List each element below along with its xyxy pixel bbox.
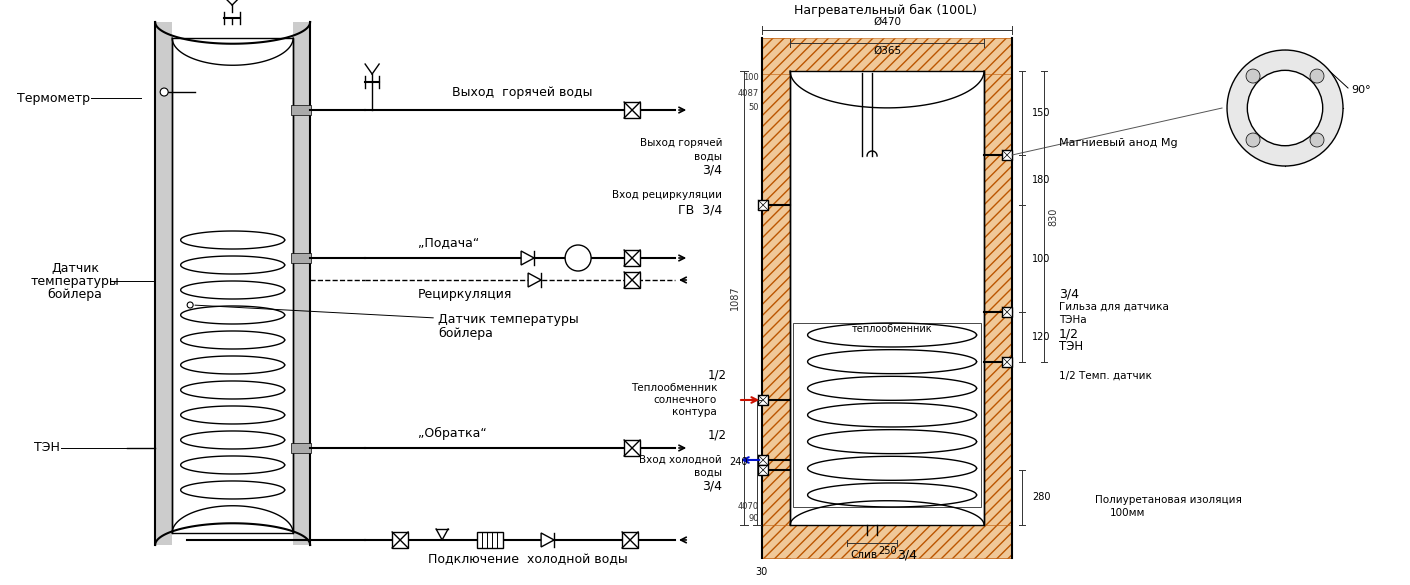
Bar bbox=[290, 253, 312, 263]
Bar bbox=[759, 455, 768, 465]
Bar bbox=[761, 38, 790, 558]
Text: Ø365: Ø365 bbox=[873, 46, 901, 56]
Text: температуры: температуры bbox=[31, 274, 120, 287]
Bar bbox=[1003, 357, 1012, 367]
Text: Выход  горячей воды: Выход горячей воды bbox=[453, 85, 592, 98]
Text: Ø470: Ø470 bbox=[873, 17, 901, 27]
Text: Подключение  холодной воды: Подключение холодной воды bbox=[429, 553, 627, 566]
Text: 1087: 1087 bbox=[730, 285, 740, 310]
Text: Теплообменник: Теплообменник bbox=[630, 383, 718, 393]
Text: 250: 250 bbox=[878, 546, 897, 556]
Text: 240: 240 bbox=[729, 457, 749, 467]
Bar bbox=[625, 102, 640, 118]
Text: ТЭНа: ТЭНа bbox=[1059, 315, 1087, 325]
Bar bbox=[155, 22, 172, 545]
Bar bbox=[761, 525, 1012, 558]
Circle shape bbox=[1246, 69, 1261, 83]
Text: 4070: 4070 bbox=[737, 502, 759, 511]
Text: Полиуретановая изоляция: Полиуретановая изоляция bbox=[1096, 495, 1242, 505]
Bar bbox=[790, 71, 984, 525]
Text: Датчик температуры: Датчик температуры bbox=[439, 314, 580, 326]
Text: 90: 90 bbox=[749, 514, 759, 523]
Text: Датчик: Датчик bbox=[51, 261, 99, 274]
Text: воды: воды bbox=[694, 152, 722, 162]
Circle shape bbox=[1246, 133, 1261, 147]
Bar bbox=[392, 532, 407, 548]
Bar bbox=[759, 200, 768, 210]
Text: 1/2 Темп. датчик: 1/2 Темп. датчик bbox=[1059, 371, 1152, 381]
Text: бойлера: бойлера bbox=[48, 287, 103, 301]
Text: Нагревательный бак (100L): Нагревательный бак (100L) bbox=[794, 4, 977, 16]
Bar bbox=[290, 105, 312, 115]
Text: Термометр: Термометр bbox=[17, 91, 90, 105]
Text: 3/4: 3/4 bbox=[1059, 287, 1079, 301]
Text: Магниевый анод Mg: Магниевый анод Mg bbox=[1059, 138, 1177, 148]
Circle shape bbox=[188, 302, 193, 308]
Bar bbox=[761, 38, 1012, 74]
Polygon shape bbox=[529, 273, 541, 287]
Text: 4087: 4087 bbox=[737, 89, 759, 98]
Bar bbox=[1003, 150, 1012, 160]
Text: ТЭН: ТЭН bbox=[34, 442, 61, 455]
Text: 90°: 90° bbox=[1351, 85, 1371, 95]
Text: 50: 50 bbox=[749, 103, 759, 112]
Text: 180: 180 bbox=[1032, 175, 1050, 185]
Circle shape bbox=[1310, 133, 1324, 147]
Text: 150: 150 bbox=[1032, 108, 1050, 118]
Text: 100: 100 bbox=[1032, 253, 1050, 263]
Text: Слив: Слив bbox=[850, 550, 877, 560]
Bar bbox=[622, 532, 639, 548]
Bar bbox=[625, 250, 640, 266]
Text: Выход горячей: Выход горячей bbox=[640, 138, 722, 148]
Text: ГВ  3/4: ГВ 3/4 bbox=[678, 204, 722, 216]
Text: Рециркуляция: Рециркуляция bbox=[419, 288, 512, 301]
Bar bbox=[759, 465, 768, 475]
Circle shape bbox=[1248, 70, 1323, 146]
Text: 280: 280 bbox=[1032, 493, 1050, 503]
Text: 1/2: 1/2 bbox=[708, 428, 726, 442]
Circle shape bbox=[1310, 69, 1324, 83]
Text: 1/2: 1/2 bbox=[708, 369, 726, 381]
Text: 830: 830 bbox=[1048, 207, 1058, 226]
Text: контура: контура bbox=[673, 407, 718, 417]
Text: теплообменник: теплообменник bbox=[852, 324, 932, 334]
Bar bbox=[984, 38, 1012, 558]
Text: „Подача“: „Подача“ bbox=[419, 236, 479, 250]
Circle shape bbox=[161, 88, 168, 96]
Text: 120: 120 bbox=[1032, 332, 1050, 342]
Text: солнечного: солнечного bbox=[654, 395, 718, 405]
Bar bbox=[625, 440, 640, 456]
Text: воды: воды bbox=[694, 468, 722, 478]
Text: 100: 100 bbox=[743, 73, 759, 82]
Text: 1/2: 1/2 bbox=[1059, 328, 1079, 340]
Bar bbox=[625, 272, 640, 288]
Polygon shape bbox=[541, 533, 554, 547]
Text: ТЭН: ТЭН bbox=[1059, 340, 1083, 353]
Text: Вход рециркуляции: Вход рециркуляции bbox=[612, 190, 722, 200]
Text: 3/4: 3/4 bbox=[897, 549, 916, 562]
Bar bbox=[792, 323, 981, 507]
Bar bbox=[1003, 307, 1012, 317]
Bar bbox=[759, 395, 768, 405]
Text: 100мм: 100мм bbox=[1110, 508, 1145, 518]
Circle shape bbox=[1227, 50, 1342, 166]
Text: бойлера: бойлера bbox=[439, 326, 493, 339]
Text: „Обратка“: „Обратка“ bbox=[419, 426, 486, 439]
Text: 30: 30 bbox=[754, 567, 767, 577]
Text: 3/4: 3/4 bbox=[702, 164, 722, 177]
Polygon shape bbox=[522, 251, 534, 265]
Bar bbox=[290, 443, 312, 453]
Bar bbox=[293, 22, 310, 545]
Circle shape bbox=[565, 245, 591, 271]
Bar bbox=[172, 38, 293, 533]
Text: Гильза для датчика: Гильза для датчика bbox=[1059, 302, 1169, 312]
Text: Вход холодной: Вход холодной bbox=[639, 455, 722, 465]
Text: 3/4: 3/4 bbox=[702, 480, 722, 493]
Bar bbox=[477, 532, 503, 548]
